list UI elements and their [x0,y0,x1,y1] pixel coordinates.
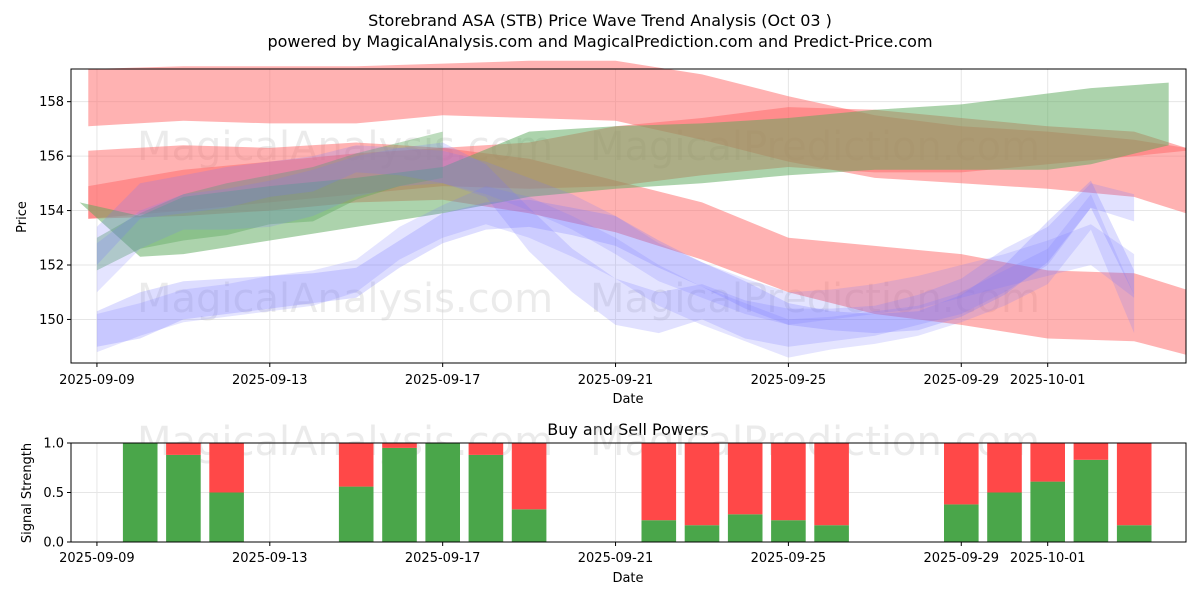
price-y-axis-label: Price [15,201,30,233]
price-y-ticks: 150 152 154 156 158 [39,95,71,328]
price-x-tick-label: 2025-09-13 [232,373,308,388]
price-x-tick-label: 2025-09-29 [923,373,999,388]
signal-y-tick-label: 0.5 [43,486,64,501]
signal-x-tick-label: 2025-09-25 [751,551,827,566]
signal-panel-title: Buy and Sell Powers [547,420,709,439]
price-panel-frame [70,68,1187,364]
signal-y-ticks: 0.0 0.5 1.0 [43,437,71,551]
price-y-tick-label: 150 [39,313,64,328]
signal-x-tick-label: 2025-10-01 [1010,551,1086,566]
price-band-0 [88,60,1186,214]
buy-power-bar [1116,525,1152,542]
price-y-tick-label: 158 [39,95,64,110]
signal-x-tick-label: 2025-09-29 [923,551,999,566]
sell-power-bar [338,443,374,487]
price-y-tick-label: 156 [39,150,64,165]
buy-power-bar [468,454,504,542]
sell-power-bar [727,443,763,515]
price-band-3 [79,82,1169,257]
buy-power-bar [684,525,720,542]
price-y-tick-label: 154 [39,204,64,219]
buy-power-bar [209,492,244,542]
buy-power-bar [814,525,849,542]
buy-power-bar [166,454,201,542]
buy-power-bar [382,447,417,542]
buy-power-bar [1030,481,1065,542]
watermark-text: MagicalAnalysis.com [137,276,553,322]
buy-power-bar [511,509,547,542]
signal-bars [122,443,1152,542]
sell-power-bar [771,443,806,521]
main-title-line2: powered by MagicalAnalysis.com and Magic… [267,32,932,51]
buy-power-bar [122,443,158,542]
buy-power-bar [987,492,1022,542]
buy-power-bar [425,443,460,542]
sell-power-bar [511,443,547,510]
sell-power-bar [987,443,1022,493]
buy-power-bar [727,514,763,542]
price-x-tick-label: 2025-09-17 [405,373,481,388]
signal-x-ticks: 2025-09-09 2025-09-13 2025-09-17 2025-09-21… [59,542,1085,566]
main-title-line1: Storebrand ASA (STB) Price Wave Trend An… [368,11,832,30]
signal-x-tick-label: 2025-09-17 [405,551,481,566]
buy-power-bar [1073,459,1109,542]
sell-power-bar [641,443,677,521]
signal-x-axis-label: Date [612,571,643,586]
signal-y-tick-label: 1.0 [43,437,64,452]
price-x-tick-label: 2025-09-21 [578,373,654,388]
signal-x-tick-label: 2025-09-13 [232,551,308,566]
price-band-4 [96,131,443,271]
buy-power-bar [944,504,979,542]
sell-power-bar [209,443,244,493]
price-x-ticks: 2025-09-09 2025-09-13 2025-09-17 2025-09-21… [59,363,1085,388]
sell-power-bar [944,443,979,505]
signal-x-tick-label: 2025-09-09 [59,551,135,566]
price-band-7 [96,186,1135,358]
signal-y-tick-label: 0.0 [43,536,64,551]
price-panel: MagicalAnalysis.com MagicalPrediction.com… [15,60,1187,407]
price-x-tick-label: 2025-09-25 [751,373,827,388]
sell-power-bar [1073,443,1109,460]
sell-power-bar [382,443,417,448]
price-x-axis-label: Date [612,392,643,407]
sell-power-bar [1030,443,1065,482]
signal-y-axis-label: Signal Strength [20,443,35,543]
signal-x-tick-label: 2025-09-21 [578,551,654,566]
price-band-8 [96,147,1135,325]
sell-power-bar [684,443,720,526]
buy-power-bar [641,520,677,542]
sell-power-bar [468,443,504,455]
price-band-6 [96,142,1135,347]
price-x-tick-label: 2025-09-09 [59,373,135,388]
sell-power-bar [814,443,849,526]
price-y-tick-label: 152 [39,259,64,274]
buy-power-bar [771,520,806,542]
sell-power-bar [1116,443,1152,526]
buy-power-bar [338,486,374,542]
sell-power-bar [166,443,201,455]
price-bands [79,60,1186,358]
signal-panel: Buy and Sell Powers MagicalAnalysis.com M… [20,419,1187,586]
price-x-tick-label: 2025-10-01 [1010,373,1086,388]
